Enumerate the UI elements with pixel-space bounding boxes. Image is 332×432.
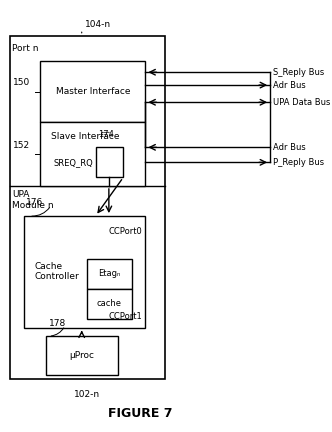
FancyBboxPatch shape <box>87 259 131 289</box>
Text: P_Reply Bus: P_Reply Bus <box>273 158 324 167</box>
Text: Cache
Controller: Cache Controller <box>35 262 79 282</box>
Text: 174: 174 <box>98 130 114 139</box>
Text: 102-n: 102-n <box>74 390 100 399</box>
FancyBboxPatch shape <box>96 147 123 178</box>
FancyBboxPatch shape <box>24 216 145 327</box>
Text: Master Interface: Master Interface <box>55 87 130 96</box>
FancyBboxPatch shape <box>40 121 145 186</box>
Text: Port n: Port n <box>13 44 39 53</box>
Text: Adr Bus: Adr Bus <box>273 81 305 89</box>
Text: 178: 178 <box>48 318 66 327</box>
FancyBboxPatch shape <box>87 289 131 319</box>
FancyBboxPatch shape <box>10 36 165 379</box>
Text: S_Reply Bus: S_Reply Bus <box>273 68 324 77</box>
Text: Adr Bus: Adr Bus <box>273 143 305 152</box>
Text: UPA Data Bus: UPA Data Bus <box>273 98 330 107</box>
Text: Slave Interface: Slave Interface <box>51 132 120 141</box>
Text: 176: 176 <box>26 198 43 207</box>
Text: UPA
Module n: UPA Module n <box>13 190 54 210</box>
Text: FIGURE 7: FIGURE 7 <box>108 407 172 420</box>
Text: 152: 152 <box>13 141 30 149</box>
Text: μProc: μProc <box>69 351 94 360</box>
Text: CCPort1: CCPort1 <box>109 312 143 321</box>
Text: 104-n: 104-n <box>85 20 112 29</box>
Text: 150: 150 <box>13 79 30 87</box>
Text: SREQ_RQ: SREQ_RQ <box>53 158 93 167</box>
Text: cache: cache <box>97 299 122 308</box>
Text: Etagₙ: Etagₙ <box>98 270 121 279</box>
FancyBboxPatch shape <box>46 336 118 375</box>
FancyBboxPatch shape <box>40 61 145 121</box>
Text: CCPort0: CCPort0 <box>109 227 143 236</box>
